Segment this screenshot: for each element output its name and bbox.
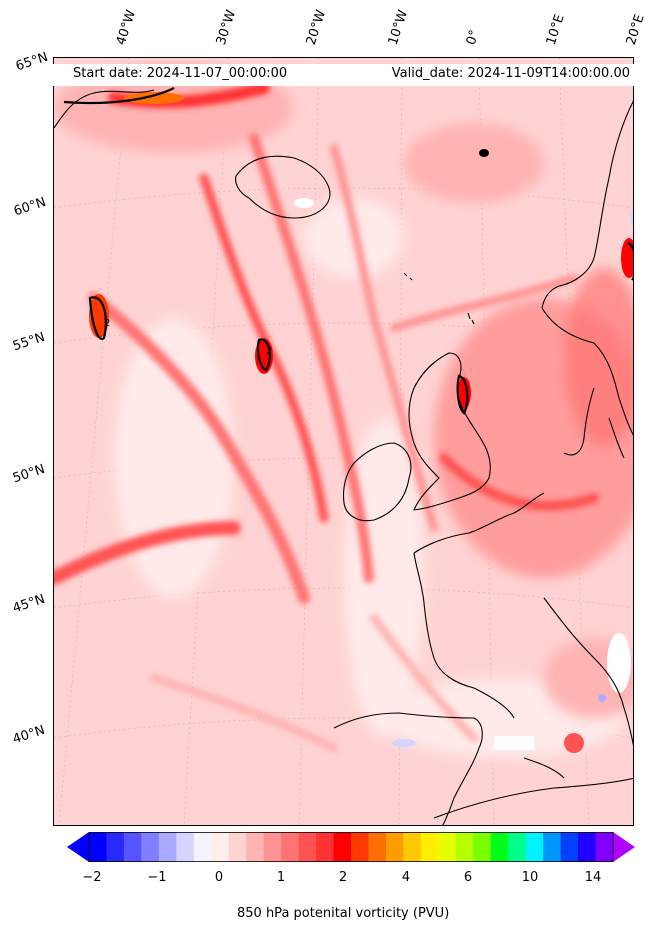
lon-label-20e: 20°E xyxy=(623,12,648,48)
colorbar-cell xyxy=(123,832,142,862)
colorbar-tick: 0 xyxy=(214,870,224,885)
pv-filaments xyxy=(54,82,599,752)
colorbar-tick: 14 xyxy=(584,870,602,885)
colorbar-cell xyxy=(351,832,369,862)
colorbar-cell xyxy=(403,832,422,862)
pv-negative-patches xyxy=(294,198,633,750)
colorbar-label: 850 hPa potenital vorticity (PVU) xyxy=(237,906,450,921)
france-coast xyxy=(413,492,545,689)
colorbar-tick: 6 xyxy=(463,870,473,885)
iberia-coast xyxy=(333,712,483,825)
lat-label-55n: 55°N xyxy=(11,329,47,355)
colorbar-cell xyxy=(333,832,352,862)
colorbar-cell xyxy=(158,832,177,862)
colorbar-cell xyxy=(176,832,195,862)
colorbar-cell xyxy=(473,832,492,862)
colorbar xyxy=(67,832,635,862)
map-panel: 2 2 xyxy=(53,57,634,826)
colorbar-cell xyxy=(193,832,212,862)
north-africa-coast xyxy=(433,777,633,819)
colorbar-cell xyxy=(543,832,561,862)
colorbar-cell xyxy=(508,832,527,862)
colorbar-cell xyxy=(89,832,107,862)
valid-date: Valid_date: 2024-11-09T14:00:00.00 xyxy=(391,66,630,81)
colorbar-tick: 4 xyxy=(401,870,411,885)
colorbar-over-arrow xyxy=(613,832,635,862)
iceland-coast xyxy=(235,155,331,219)
colorbar-cell xyxy=(106,832,125,862)
colorbar-cell xyxy=(281,832,299,862)
map-header: Start date: 2024-11-07_00:00:00 Valid_da… xyxy=(53,64,634,86)
italy-coast xyxy=(543,597,633,746)
lon-label-40w: 40°W xyxy=(113,8,140,47)
colorbar-cell xyxy=(228,832,247,862)
colorbar-cell xyxy=(455,832,474,862)
contour-label: 2 xyxy=(266,346,272,357)
colorbar-cell xyxy=(246,832,265,862)
denmark-coast xyxy=(563,387,595,456)
lat-label-45n: 45°N xyxy=(11,591,47,617)
lon-label-30w: 30°W xyxy=(213,8,240,47)
colorbar-cell xyxy=(141,832,160,862)
colorbar-tick: 2 xyxy=(338,870,348,885)
colorbar-cell xyxy=(211,832,230,862)
colorbar-cell xyxy=(316,832,334,862)
colorbar-cell xyxy=(263,832,282,862)
lat-label-50n: 50°N xyxy=(11,461,47,487)
colorbar-cell xyxy=(595,832,614,862)
lat-label-65n: 65°N xyxy=(14,49,50,75)
start-date: Start date: 2024-11-07_00:00:00 xyxy=(73,66,288,81)
colorbar-cell xyxy=(490,832,509,862)
ireland-coast xyxy=(342,442,412,522)
lon-label-10w: 10°W xyxy=(385,8,412,47)
colorbar-cell xyxy=(420,832,439,862)
colorbar-cell xyxy=(438,832,457,862)
pv-field: 2 2 xyxy=(54,58,633,825)
lat-label-60n: 60°N xyxy=(12,194,48,220)
colorbar-tick: −2 xyxy=(82,870,102,885)
colorbar-cell xyxy=(525,832,544,862)
lat-label-40n: 40°N xyxy=(11,722,47,748)
contour-label: 2 xyxy=(104,318,110,329)
lon-label-0: 0° xyxy=(463,28,483,47)
colorbar-tick: 1 xyxy=(276,870,286,885)
colorbar-tick: 10 xyxy=(521,870,539,885)
colorbar-cell xyxy=(368,832,387,862)
colorbar-cell xyxy=(298,832,317,862)
lon-label-20w: 20°W xyxy=(303,8,330,47)
colorbar-cell xyxy=(560,832,579,862)
colorbar-tick: −1 xyxy=(147,870,167,885)
norway-coast xyxy=(541,100,633,309)
britain-coast xyxy=(408,352,491,511)
colorbar-cell xyxy=(578,832,596,862)
coastlines xyxy=(54,89,633,825)
colorbar-cell xyxy=(385,832,404,862)
lon-label-10e: 10°E xyxy=(543,12,568,48)
colorbar-under-arrow xyxy=(67,832,89,862)
